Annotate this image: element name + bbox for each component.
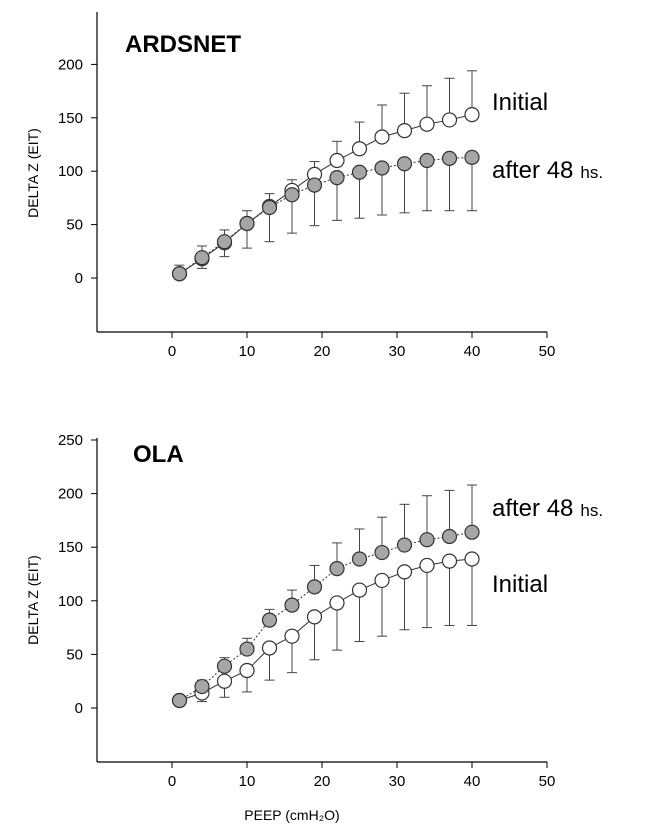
y-tick-label: 250 xyxy=(58,432,83,449)
data-point-initial xyxy=(396,123,413,139)
series-label-sub: hs. xyxy=(580,501,603,520)
data-point-initial xyxy=(216,673,233,689)
data-point-initial xyxy=(374,129,390,145)
y-axis-title: DELTA Z (EIT) xyxy=(25,128,41,218)
data-point-after-48 xyxy=(464,149,480,165)
data-point-after-48 xyxy=(419,152,435,169)
data-point-after-48 xyxy=(351,551,368,567)
x-tick-label: 10 xyxy=(239,343,256,360)
x-tick-label: 10 xyxy=(239,773,256,790)
panel-title: OLA xyxy=(133,441,184,468)
series-label-main: Initial xyxy=(492,571,548,598)
data-point-initial xyxy=(351,582,368,598)
y-tick-label: 150 xyxy=(58,539,83,556)
x-tick-label: 50 xyxy=(539,773,556,790)
data-point-after-48 xyxy=(329,561,345,577)
panel-title: ARDSNET xyxy=(125,31,241,58)
data-point-after-48 xyxy=(239,215,255,232)
series-label-main: Initial xyxy=(492,89,548,116)
x-tick-label: 40 xyxy=(464,343,481,360)
data-point-after-48 xyxy=(216,658,233,674)
y-tick-label: 100 xyxy=(58,593,83,610)
chart-panel-ardsnet: 0 50 100 150 200 0 10 20 30 40 50 DELTA Z (EIT) ARDS… xyxy=(25,12,603,360)
series-label-main: after 48 xyxy=(492,495,573,522)
data-point-after-48 xyxy=(441,528,458,545)
data-point-after-48 xyxy=(284,187,300,203)
y-tick-label: 200 xyxy=(58,56,83,73)
series-after-48 xyxy=(174,156,477,279)
data-point-initial xyxy=(464,106,480,123)
y-tick-label: 50 xyxy=(66,646,83,663)
data-point-initial xyxy=(284,628,300,644)
data-point-initial xyxy=(419,557,435,574)
x-tick-label: 20 xyxy=(314,773,331,790)
y-axis-title: DELTA Z (EIT) xyxy=(25,555,41,645)
y-tick-label: 100 xyxy=(58,163,83,180)
x-tick-label: 0 xyxy=(168,773,176,790)
data-point-after-48 xyxy=(171,692,188,709)
data-point-after-48 xyxy=(306,177,323,193)
data-point-after-48 xyxy=(374,544,390,561)
series-label: Initial xyxy=(492,89,548,116)
data-point-after-48 xyxy=(419,532,435,548)
data-point-after-48 xyxy=(464,524,480,540)
data-point-after-48 xyxy=(306,579,323,595)
chart-panel-ola: 0 50 100 150 200 250 0 10 20 30 40 50 DELTA Z (EIT) O… xyxy=(25,432,603,823)
data-point-after-48 xyxy=(194,678,210,695)
data-point-after-48 xyxy=(261,612,278,628)
data-point-initial xyxy=(441,553,458,569)
data-point-initial xyxy=(419,116,435,132)
data-point-after-48 xyxy=(239,641,255,657)
x-tick-label: 50 xyxy=(539,343,556,360)
data-point-after-48 xyxy=(194,250,210,266)
data-point-after-48 xyxy=(441,150,458,166)
series-label: Initial xyxy=(492,571,548,598)
y-tick-label: 200 xyxy=(58,486,83,503)
data-point-after-48 xyxy=(261,199,278,216)
data-point-initial xyxy=(329,595,345,611)
data-point-initial xyxy=(374,572,390,589)
x-axis-title: PEEP (cmH₂O) xyxy=(244,807,339,823)
data-point-initial xyxy=(306,609,323,625)
x-tick-label: 20 xyxy=(314,343,331,360)
data-point-after-48 xyxy=(351,164,368,180)
data-point-initial xyxy=(441,112,458,128)
series-label-main: after 48 xyxy=(492,157,573,184)
data-point-after-48 xyxy=(374,160,390,176)
x-tick-label: 40 xyxy=(464,773,481,790)
series-label-sub: hs. xyxy=(580,163,603,182)
y-tick-label: 150 xyxy=(58,110,83,127)
series-label: after 48 hs. xyxy=(492,495,603,522)
y-tick-label: 0 xyxy=(75,270,83,287)
data-point-after-48 xyxy=(216,234,233,250)
data-point-initial xyxy=(396,564,413,580)
data-point-after-48 xyxy=(171,266,188,282)
data-point-initial xyxy=(239,662,255,679)
x-tick-label: 0 xyxy=(168,343,176,360)
data-point-initial xyxy=(351,141,368,157)
x-tick-label: 30 xyxy=(389,773,406,790)
data-point-initial xyxy=(329,152,345,169)
y-tick-label: 50 xyxy=(66,217,83,234)
data-point-after-48 xyxy=(284,597,300,613)
y-tick-label: 0 xyxy=(75,700,83,717)
x-tick-label: 30 xyxy=(389,343,406,360)
data-point-after-48 xyxy=(396,537,413,553)
data-point-initial xyxy=(464,551,480,567)
data-point-after-48 xyxy=(329,170,345,186)
series-label: after 48 hs. xyxy=(492,157,603,184)
data-point-initial xyxy=(261,640,278,656)
data-point-after-48 xyxy=(396,156,413,172)
